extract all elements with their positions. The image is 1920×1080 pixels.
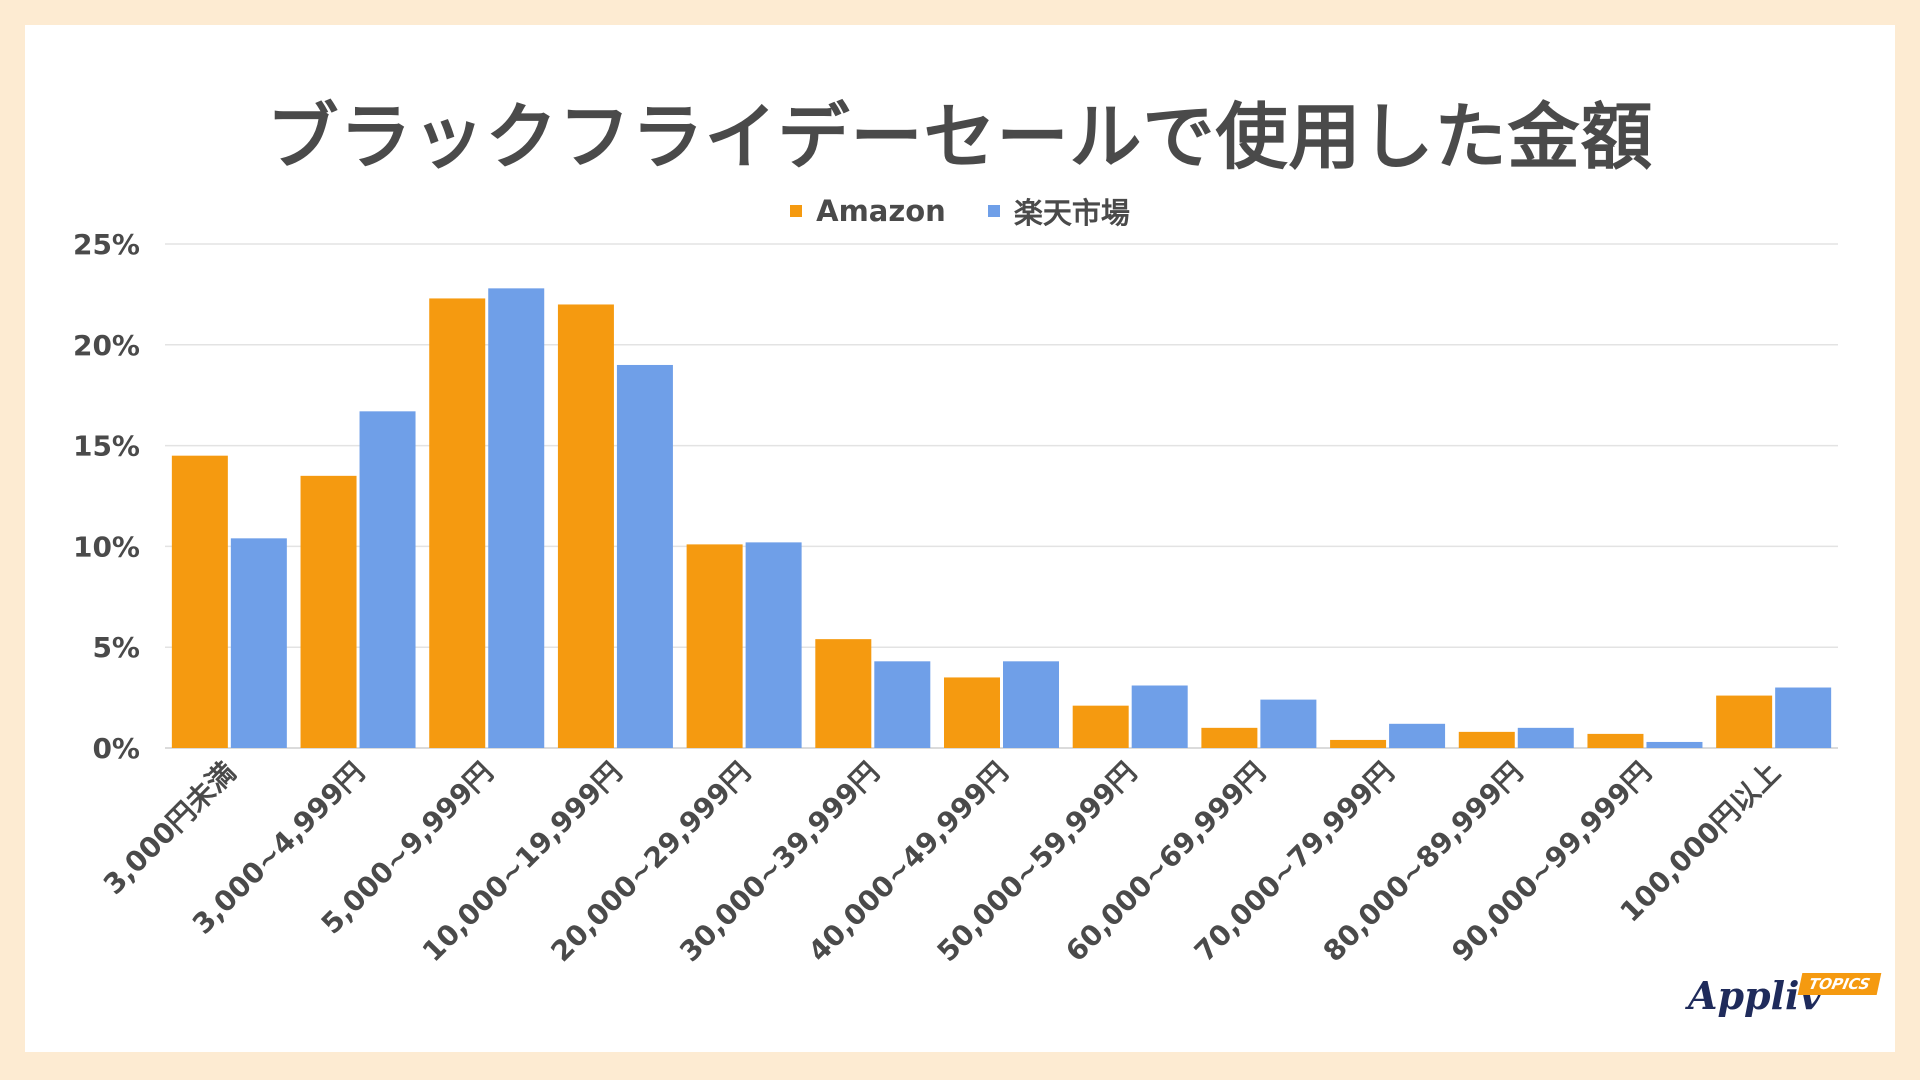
bar-rakuten xyxy=(1389,723,1446,748)
legend-label-amazon: Amazon xyxy=(816,194,946,228)
legend-swatch-rakuten xyxy=(987,205,1000,217)
bar-amazon xyxy=(686,544,743,748)
bar-amazon xyxy=(171,455,228,748)
legend-swatch-amazon xyxy=(790,205,803,217)
bar-amazon xyxy=(1458,731,1515,748)
bar-rakuten xyxy=(1260,699,1317,748)
y-tick-label: 0% xyxy=(92,732,140,765)
bar-amazon xyxy=(300,475,357,748)
y-tick-label: 15% xyxy=(73,430,140,463)
bar-rakuten xyxy=(1131,685,1188,748)
bar-amazon xyxy=(1201,727,1258,748)
bar-rakuten xyxy=(616,364,673,748)
bar-rakuten xyxy=(1517,727,1574,748)
bar-amazon xyxy=(557,304,614,748)
appliv-logo: Appliv xyxy=(1688,973,1822,1018)
bar-amazon xyxy=(1716,695,1773,748)
y-tick-label: 25% xyxy=(73,228,140,261)
bar-rakuten xyxy=(1646,741,1703,748)
x-tick-label: 3,000円未満 xyxy=(97,756,242,901)
y-tick-label: 20% xyxy=(73,329,140,362)
bar-amazon xyxy=(1587,733,1644,748)
bar-rakuten xyxy=(1003,661,1059,748)
bar-rakuten xyxy=(488,288,545,748)
bar-rakuten xyxy=(230,538,287,748)
legend-item-rakuten: 楽天市場 xyxy=(987,190,1130,232)
bar-rakuten xyxy=(874,661,931,748)
y-tick-label: 10% xyxy=(73,530,140,563)
bar-amazon xyxy=(944,677,1000,748)
bar-rakuten xyxy=(1775,687,1832,748)
chart-title: ブラックフライデーセールで使用した金額 xyxy=(266,95,1654,179)
bar-rakuten xyxy=(745,542,802,748)
bar-rakuten xyxy=(359,411,416,748)
bar-amazon xyxy=(429,298,486,748)
legend-label-rakuten: 楽天市場 xyxy=(1013,196,1130,230)
legend: Amazon 楽天市場 xyxy=(0,190,1920,232)
bar-amazon xyxy=(1072,705,1129,748)
bar-amazon xyxy=(1330,739,1387,748)
topics-badge: TOPICS xyxy=(1797,973,1882,995)
legend-item-amazon: Amazon xyxy=(790,194,946,228)
y-tick-label: 5% xyxy=(92,631,140,664)
bar-amazon xyxy=(815,639,872,748)
